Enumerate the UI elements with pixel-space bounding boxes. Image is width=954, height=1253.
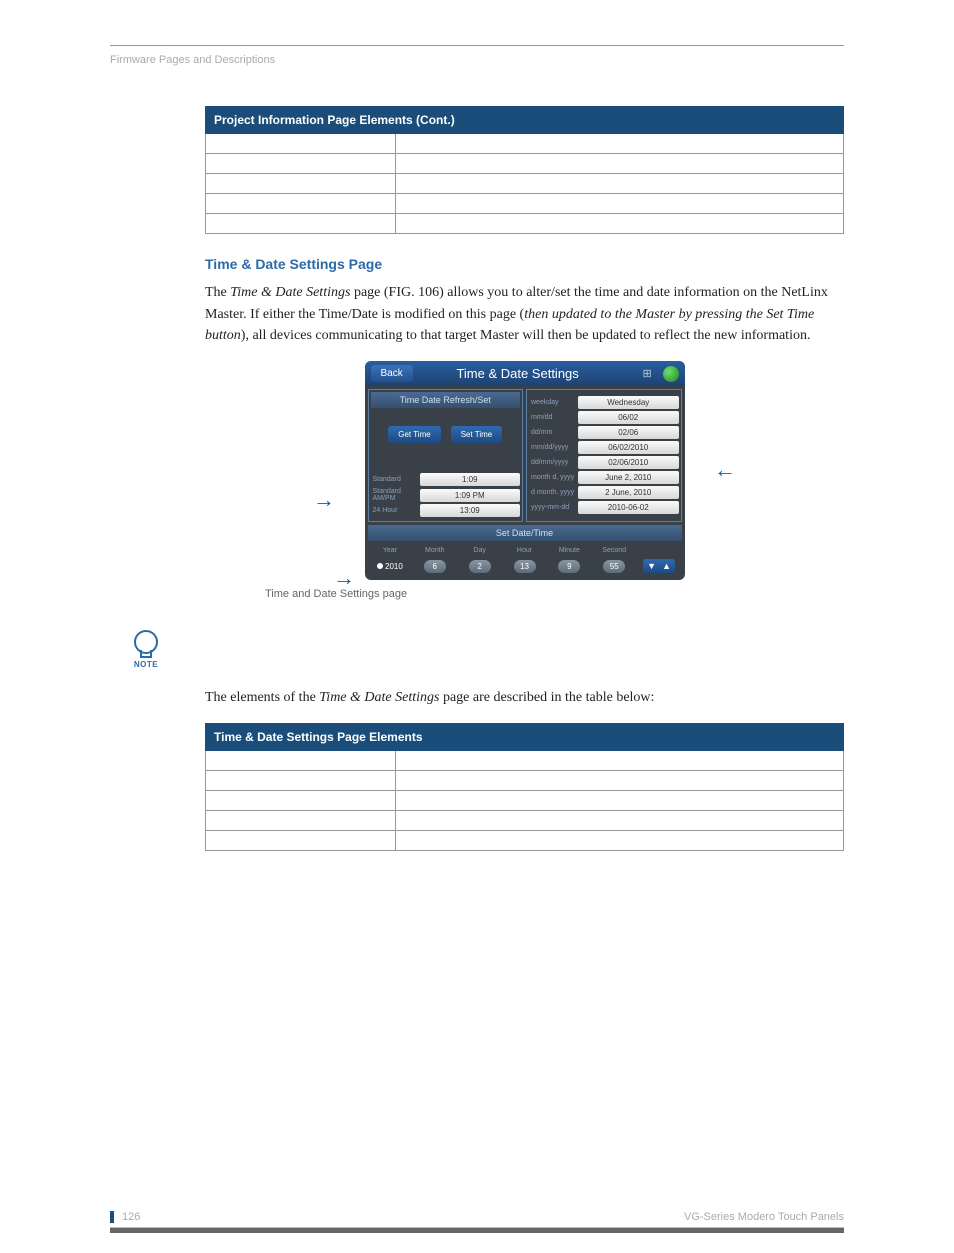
date-label: mm/dd xyxy=(529,414,575,421)
footer-doc-title: VG-Series Modero Touch Panels xyxy=(684,1211,844,1223)
note-icon: NOTE xyxy=(130,630,162,669)
settings-elements-table: Time & Date Settings Page Elements xyxy=(205,723,844,851)
set-cell[interactable]: Hour13 xyxy=(503,547,546,574)
set-time-button[interactable]: Set Time xyxy=(451,426,503,443)
arrow-right-icon: ← xyxy=(714,459,736,481)
set-datetime-header: Set Date/Time xyxy=(368,525,682,541)
section-heading: Time & Date Settings Page xyxy=(205,256,844,272)
set-cell[interactable]: Month6 xyxy=(413,547,456,574)
time-row: Standard1:09 xyxy=(371,473,521,486)
breadcrumb: Firmware Pages and Descriptions xyxy=(110,54,844,66)
set-cell[interactable]: Year2010 xyxy=(369,547,412,574)
up-arrow-icon[interactable]: ▲ xyxy=(662,561,671,571)
date-value: 2010-06-02 xyxy=(578,501,679,514)
arrow-left2-icon: → xyxy=(333,567,355,589)
time-label: Standard AM/PM xyxy=(371,488,417,502)
date-label: dd/mm/yyyy xyxy=(529,459,575,466)
date-label: mm/dd/yyyy xyxy=(529,444,575,451)
time-label: 24 Hour xyxy=(371,507,417,514)
date-label: dd/mm xyxy=(529,429,575,436)
date-value: 06/02 xyxy=(578,411,679,424)
back-button[interactable]: Back xyxy=(371,365,413,382)
set-cell[interactable]: Second55 xyxy=(593,547,636,574)
date-row: yyyy-mm-dd2010-06-02 xyxy=(529,501,679,514)
set-cell[interactable]: Minute9 xyxy=(548,547,591,574)
set-cell[interactable]: Day2 xyxy=(458,547,501,574)
para2: The elements of the Time & Date Settings… xyxy=(205,687,844,709)
date-row: mm/dd06/02 xyxy=(529,411,679,424)
date-value: 02/06/2010 xyxy=(578,456,679,469)
time-value: 1:09 xyxy=(420,473,521,486)
project-info-table: Project Information Page Elements (Cont.… xyxy=(205,106,844,234)
radio-icon[interactable] xyxy=(377,563,383,569)
date-row: weekdayWednesday xyxy=(529,396,679,409)
date-value: 2 June, 2010 xyxy=(578,486,679,499)
table2-title: Time & Date Settings Page Elements xyxy=(206,723,844,750)
refresh-header: Time Date Refresh/Set xyxy=(371,392,521,408)
panel-title: Time & Date Settings xyxy=(419,366,637,381)
date-label: month d, yyyy xyxy=(529,474,575,481)
get-time-button[interactable]: Get Time xyxy=(388,426,440,443)
arrow-left-icon: → xyxy=(313,489,335,511)
section-para: The Time & Date Settings page (FIG. 106)… xyxy=(205,282,844,347)
date-value: 06/02/2010 xyxy=(578,441,679,454)
date-label: d month, yyyy xyxy=(529,489,575,496)
time-label: Standard xyxy=(371,476,417,483)
page-number: 126 xyxy=(110,1211,140,1223)
date-row: month d, yyyyJune 2, 2010 xyxy=(529,471,679,484)
arrow-buttons[interactable]: ▼▲ xyxy=(643,559,675,573)
date-row: d month, yyyy2 June, 2010 xyxy=(529,486,679,499)
time-value: 13:09 xyxy=(420,504,521,517)
time-row: 24 Hour13:09 xyxy=(371,504,521,517)
date-value: 02/06 xyxy=(578,426,679,439)
network-icon: ⊞ xyxy=(643,367,657,381)
time-row: Standard AM/PM1:09 PM xyxy=(371,488,521,502)
time-value: 1:09 PM xyxy=(420,489,521,502)
date-label: yyyy-mm-dd xyxy=(529,504,575,511)
down-arrow-icon[interactable]: ▼ xyxy=(647,561,656,571)
table1-title: Project Information Page Elements (Cont.… xyxy=(206,107,844,134)
date-label: weekday xyxy=(529,399,575,406)
date-value: Wednesday xyxy=(578,396,679,409)
footer: 126 VG-Series Modero Touch Panels xyxy=(110,1211,844,1223)
date-row: mm/dd/yyyy06/02/2010 xyxy=(529,441,679,454)
date-row: dd/mm02/06 xyxy=(529,426,679,439)
date-value: June 2, 2010 xyxy=(578,471,679,484)
figure: → → ← Back Time & Date Settings ⊞ Time D… xyxy=(205,361,844,580)
status-dot-icon xyxy=(663,366,679,382)
settings-panel: Back Time & Date Settings ⊞ Time Date Re… xyxy=(365,361,685,580)
date-row: dd/mm/yyyy02/06/2010 xyxy=(529,456,679,469)
